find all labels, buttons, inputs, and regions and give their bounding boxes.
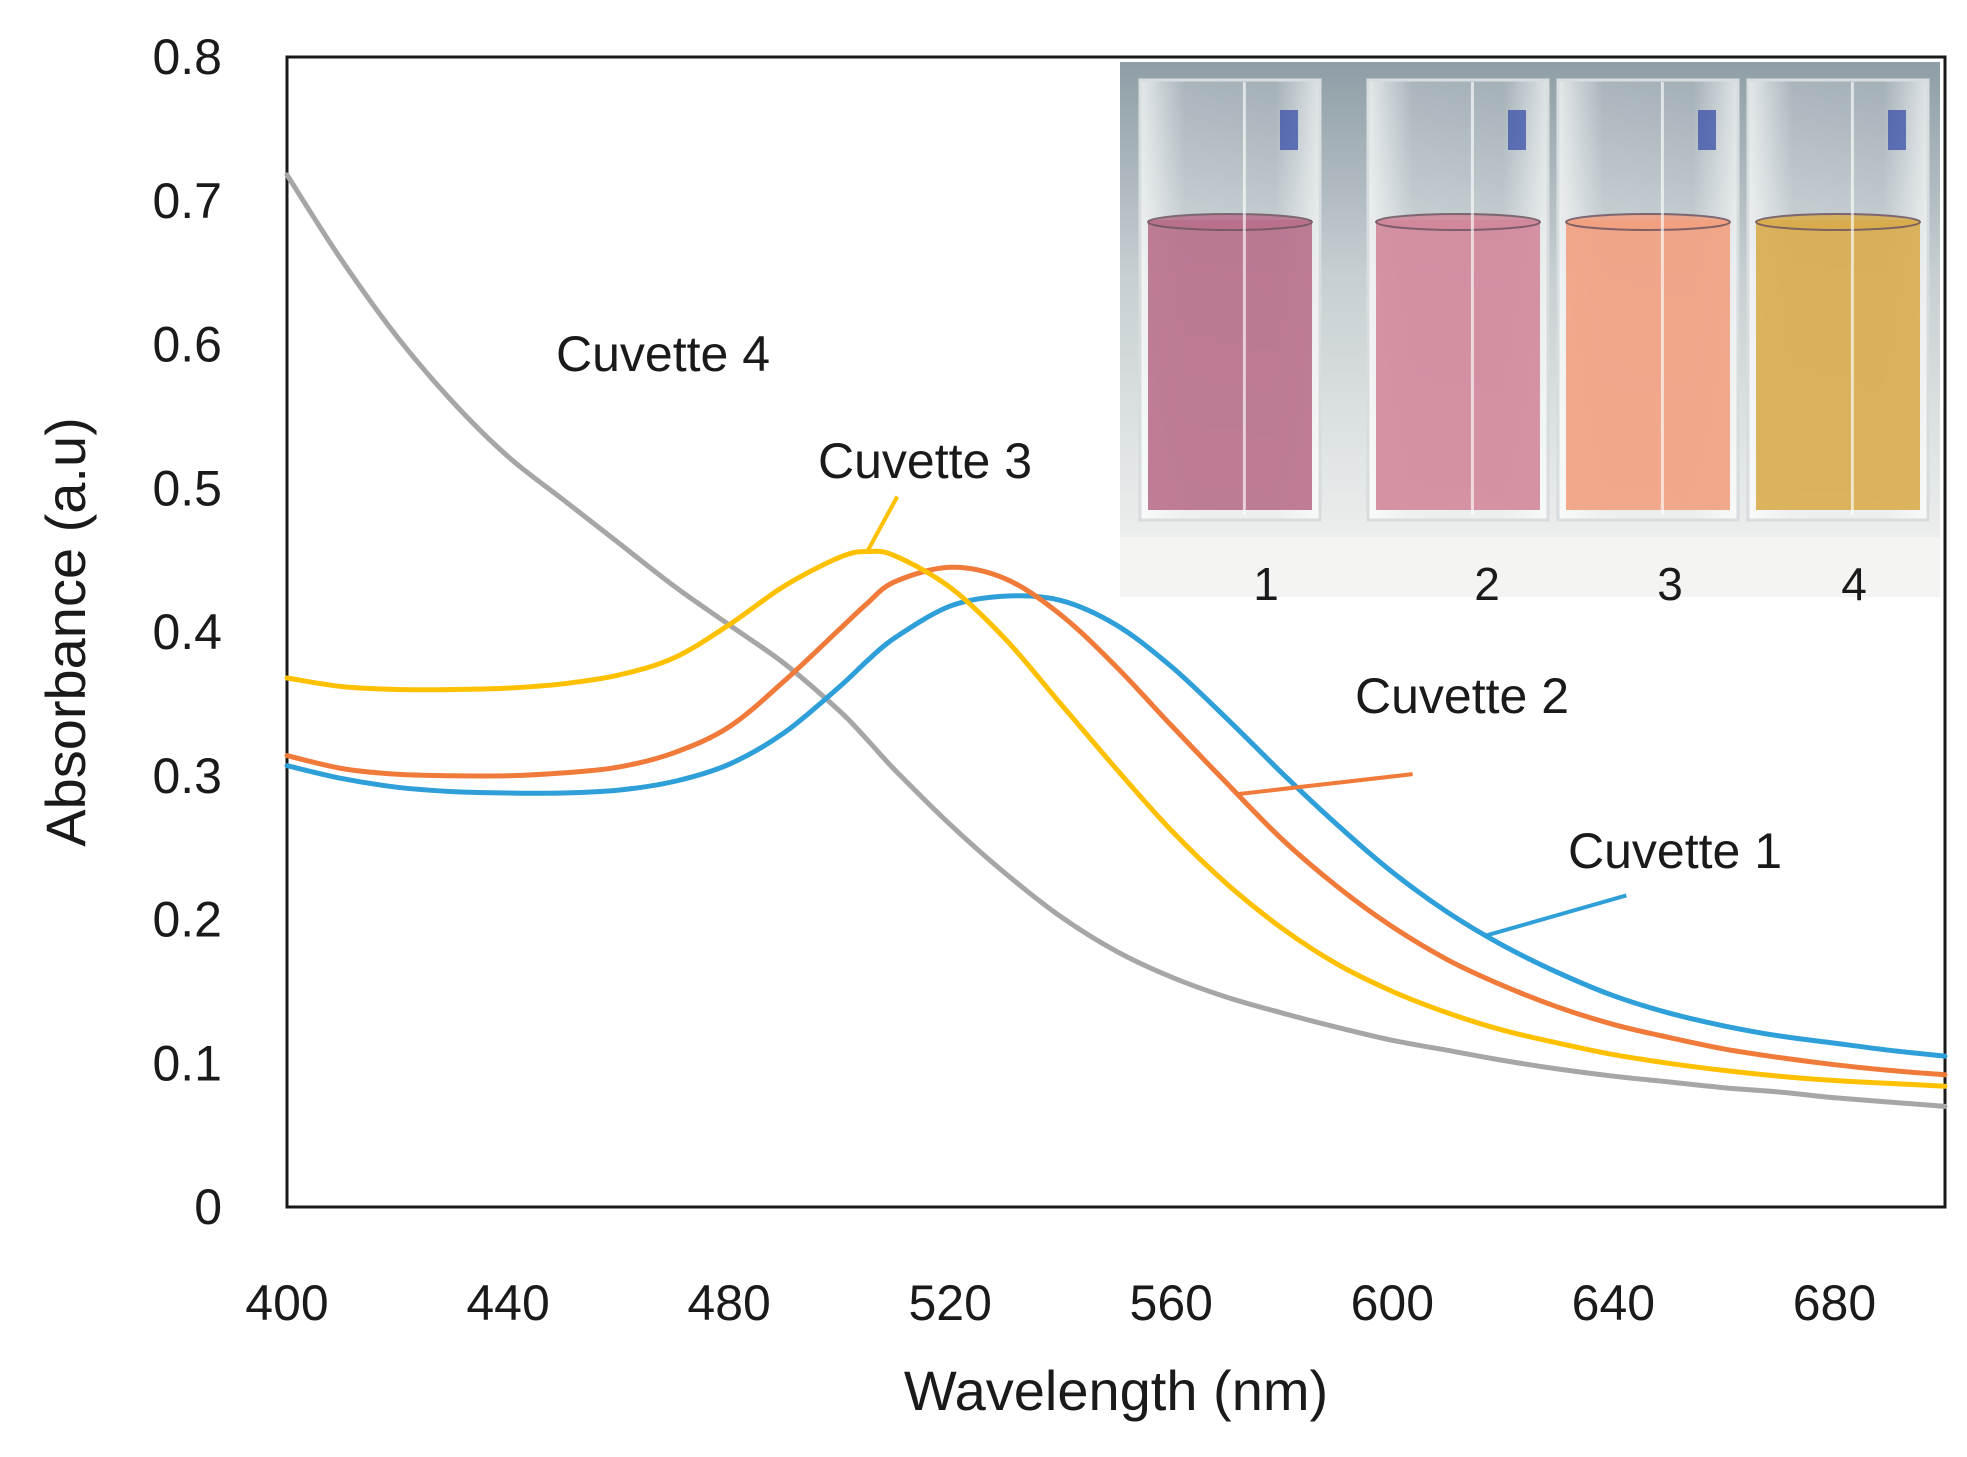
y-tick-label-0.2: 0.2: [152, 892, 222, 948]
y-tick-label-0.1: 0.1: [152, 1035, 222, 1091]
inset-label-4: 4: [1841, 558, 1867, 610]
cuvette-marking-4: [1888, 110, 1906, 150]
y-tick-label-0.7: 0.7: [152, 173, 222, 229]
cuvette-liquid-3: [1566, 220, 1730, 510]
y-tick-label-0.5: 0.5: [152, 460, 222, 516]
inset-photo-lower-panel: [1120, 537, 1940, 597]
y-tick-label-0.4: 0.4: [152, 604, 222, 660]
cuvette-1: [1138, 78, 1322, 522]
series-label-cuvette-2: Cuvette 2: [1355, 668, 1569, 724]
cuvette-photo-inset: 1 2 3 4: [1120, 62, 1940, 610]
cuvette-marking-3: [1698, 110, 1716, 150]
series-layer: [284, 172, 1948, 1109]
y-tick-label-0.3: 0.3: [152, 748, 222, 804]
cuvette-meniscus-3: [1565, 213, 1731, 231]
cuvette-meniscus-4: [1755, 213, 1921, 231]
cuvette-meniscus-1: [1147, 213, 1313, 231]
cuvette-liquid-2: [1376, 220, 1540, 510]
tick-layer: 400 440 480 520 560 600 640 680 0 0.1 0.2 0.3 0.4 0.5…: [152, 29, 1876, 1331]
x-tick-label-560: 560: [1130, 1275, 1213, 1331]
series-line-cuvette-1: [284, 593, 1948, 1059]
x-tick-label-480: 480: [687, 1275, 770, 1331]
cuvette-liquid-1: [1148, 220, 1312, 510]
x-tick-label-520: 520: [908, 1275, 991, 1331]
x-axis-title: Wavelength (nm): [904, 1359, 1328, 1422]
cuvette-marking-2: [1508, 110, 1526, 150]
series-leader-line-cuvette-1: [1485, 893, 1627, 938]
series-line-cuvette-3: [284, 548, 1948, 1089]
series-label-cuvette-3: Cuvette 3: [818, 433, 1032, 489]
cuvette-2: [1366, 78, 1550, 522]
x-tick-label-440: 440: [466, 1275, 549, 1331]
y-tick-label-0: 0: [194, 1179, 222, 1235]
y-tick-label-0.6: 0.6: [152, 317, 222, 373]
inset-label-2: 2: [1474, 558, 1500, 610]
series-label-cuvette-1: Cuvette 1: [1568, 823, 1782, 879]
y-axis-title: Absorbance (a.u): [34, 417, 97, 847]
inset-label-1: 1: [1253, 558, 1279, 610]
x-tick-label-640: 640: [1572, 1275, 1655, 1331]
cuvette-meniscus-2: [1375, 213, 1541, 231]
inset-label-3: 3: [1657, 558, 1683, 610]
series-leader-line-cuvette-3: [865, 495, 900, 553]
cuvette-4: [1746, 78, 1930, 522]
series-label-cuvette-4: Cuvette 4: [556, 326, 770, 382]
inset-label-layer: 1 2 3 4: [1253, 558, 1867, 610]
cuvette-liquid-4: [1756, 220, 1920, 510]
series-leader-line-cuvette-2: [1237, 772, 1413, 797]
x-tick-label-400: 400: [245, 1275, 328, 1331]
plot-area-frame: [285, 55, 1947, 1209]
series-line-cuvette-2: [284, 564, 1948, 1078]
series-line-cuvette-4: [284, 172, 1948, 1109]
cuvette-layer: [1138, 78, 1930, 522]
series-label-layer: Cuvette 1 Cuvette 2 Cuvette 3 Cuvette 4: [556, 326, 1782, 938]
cuvette-3: [1556, 78, 1740, 522]
x-tick-label-600: 600: [1351, 1275, 1434, 1331]
x-tick-label-680: 680: [1793, 1275, 1876, 1331]
cuvette-marking-1: [1280, 110, 1298, 150]
y-tick-label-0.8: 0.8: [152, 29, 222, 85]
